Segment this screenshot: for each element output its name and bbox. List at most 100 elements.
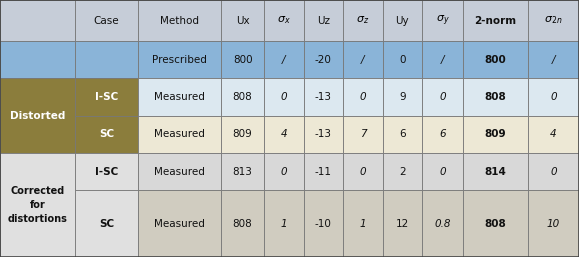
Bar bbox=[343, 78, 383, 116]
Bar bbox=[463, 0, 527, 41]
Bar bbox=[221, 78, 264, 116]
Bar bbox=[0, 0, 75, 41]
Bar bbox=[304, 41, 343, 78]
Text: 808: 808 bbox=[233, 92, 252, 102]
Bar bbox=[138, 0, 221, 41]
Text: 0: 0 bbox=[281, 92, 287, 102]
Text: 4: 4 bbox=[550, 129, 556, 139]
Bar bbox=[383, 78, 422, 116]
Text: 0: 0 bbox=[550, 167, 556, 177]
Bar bbox=[304, 153, 343, 190]
Bar bbox=[138, 153, 221, 190]
Text: Measured: Measured bbox=[154, 219, 205, 229]
Bar bbox=[527, 0, 579, 41]
Bar bbox=[0, 41, 75, 78]
Text: 1: 1 bbox=[281, 219, 287, 229]
Bar bbox=[422, 78, 463, 116]
Bar bbox=[138, 78, 221, 116]
Bar bbox=[343, 0, 383, 41]
Bar bbox=[75, 0, 138, 41]
Bar bbox=[264, 78, 304, 116]
Text: -11: -11 bbox=[315, 167, 332, 177]
Text: 0: 0 bbox=[360, 167, 366, 177]
Text: 0: 0 bbox=[439, 167, 446, 177]
Bar bbox=[463, 78, 527, 116]
Bar bbox=[264, 116, 304, 153]
Text: Measured: Measured bbox=[154, 92, 205, 102]
Text: /: / bbox=[361, 55, 365, 65]
Text: 800: 800 bbox=[233, 55, 252, 65]
Bar bbox=[527, 41, 579, 78]
Bar bbox=[304, 0, 343, 41]
Text: 814: 814 bbox=[485, 167, 506, 177]
Text: 808: 808 bbox=[485, 92, 506, 102]
Bar bbox=[422, 116, 463, 153]
Text: 0: 0 bbox=[550, 92, 556, 102]
Bar bbox=[383, 190, 422, 257]
Bar bbox=[264, 190, 304, 257]
Text: Method: Method bbox=[160, 16, 199, 26]
Text: 2: 2 bbox=[399, 167, 406, 177]
Bar bbox=[75, 153, 138, 190]
Text: Measured: Measured bbox=[154, 167, 205, 177]
Text: $\sigma_z$: $\sigma_z$ bbox=[356, 15, 369, 26]
Text: -13: -13 bbox=[315, 92, 332, 102]
Bar bbox=[422, 41, 463, 78]
Bar bbox=[527, 190, 579, 257]
Bar bbox=[463, 153, 527, 190]
Text: /: / bbox=[441, 55, 444, 65]
Bar bbox=[75, 190, 138, 257]
Bar bbox=[343, 41, 383, 78]
Text: Uy: Uy bbox=[395, 16, 409, 26]
Text: 809: 809 bbox=[485, 129, 506, 139]
Text: SC: SC bbox=[99, 219, 114, 229]
Bar bbox=[463, 116, 527, 153]
Bar bbox=[138, 116, 221, 153]
Bar bbox=[138, 190, 221, 257]
Bar bbox=[343, 153, 383, 190]
Text: -13: -13 bbox=[315, 129, 332, 139]
Text: 0: 0 bbox=[360, 92, 366, 102]
Text: 808: 808 bbox=[485, 219, 506, 229]
Text: Ux: Ux bbox=[236, 16, 250, 26]
Bar bbox=[383, 41, 422, 78]
Text: Prescribed: Prescribed bbox=[152, 55, 207, 65]
Text: 0: 0 bbox=[439, 92, 446, 102]
Text: 12: 12 bbox=[395, 219, 409, 229]
Bar bbox=[383, 0, 422, 41]
Text: 800: 800 bbox=[485, 55, 506, 65]
Bar bbox=[264, 153, 304, 190]
Text: 0: 0 bbox=[399, 55, 405, 65]
Bar bbox=[221, 153, 264, 190]
Text: /: / bbox=[282, 55, 285, 65]
Bar bbox=[422, 190, 463, 257]
Bar bbox=[463, 190, 527, 257]
Text: /: / bbox=[552, 55, 555, 65]
Text: I-SC: I-SC bbox=[95, 167, 118, 177]
Bar bbox=[527, 116, 579, 153]
Bar bbox=[463, 41, 527, 78]
Text: $\sigma_x$: $\sigma_x$ bbox=[277, 15, 291, 26]
Text: 1: 1 bbox=[360, 219, 366, 229]
Bar bbox=[0, 78, 75, 153]
Text: SC: SC bbox=[99, 129, 114, 139]
Text: 7: 7 bbox=[360, 129, 366, 139]
Text: 10: 10 bbox=[547, 219, 560, 229]
Text: Uz: Uz bbox=[317, 16, 330, 26]
Text: 6: 6 bbox=[439, 129, 446, 139]
Bar bbox=[221, 0, 264, 41]
Text: -10: -10 bbox=[315, 219, 332, 229]
Bar bbox=[422, 153, 463, 190]
Text: $\sigma_y$: $\sigma_y$ bbox=[435, 13, 449, 28]
Text: 0: 0 bbox=[281, 167, 287, 177]
Text: Distorted: Distorted bbox=[10, 111, 65, 121]
Bar bbox=[264, 0, 304, 41]
Bar bbox=[221, 190, 264, 257]
Bar bbox=[343, 190, 383, 257]
Text: 0.8: 0.8 bbox=[434, 219, 451, 229]
Bar bbox=[304, 190, 343, 257]
Bar bbox=[75, 78, 138, 116]
Bar bbox=[75, 41, 138, 78]
Text: 808: 808 bbox=[233, 219, 252, 229]
Text: 813: 813 bbox=[233, 167, 252, 177]
